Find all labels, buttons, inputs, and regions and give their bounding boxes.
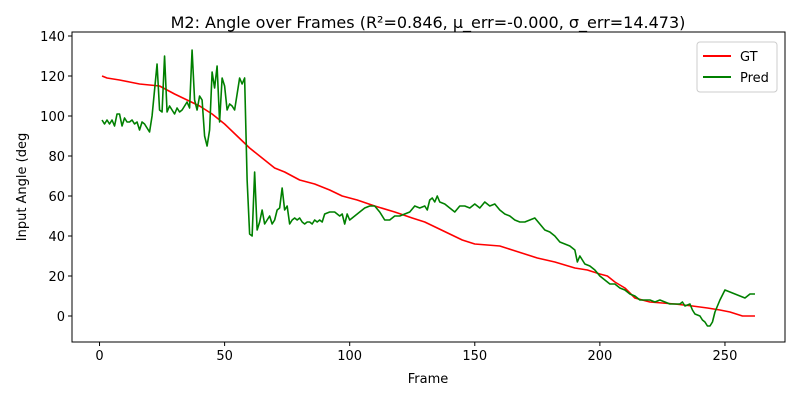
- legend: GT Pred: [696, 41, 778, 93]
- x-axis: 0 50 100 150 200 250: [95, 342, 737, 364]
- y-tick-label: 40: [48, 230, 65, 245]
- legend-label-gt: GT: [740, 50, 758, 65]
- y-axis: 0 20 40 60 80 100 120 140: [40, 30, 72, 325]
- x-tick-label: 150: [462, 349, 487, 364]
- y-tick-label: 0: [57, 310, 65, 325]
- axes-frame: [71, 31, 786, 343]
- x-tick-label: 0: [95, 349, 103, 364]
- x-tick-label: 200: [587, 349, 612, 364]
- y-tick-label: 60: [48, 190, 65, 205]
- plot-area: [101, 49, 755, 327]
- y-tick-label: 120: [40, 70, 65, 85]
- y-tick-label: 100: [40, 110, 65, 125]
- x-tick-label: 50: [216, 349, 233, 364]
- y-tick-label: 80: [48, 150, 65, 165]
- legend-label-pred: Pred: [740, 71, 769, 86]
- y-axis-label: Input Angle (deg: [15, 133, 30, 242]
- chart-title: M2: Angle over Frames (R²=0.846, μ_err=-…: [171, 13, 686, 33]
- x-axis-label: Frame: [408, 372, 449, 387]
- y-tick-label: 20: [48, 270, 65, 285]
- series-line-pred: [101, 49, 755, 327]
- x-tick-label: 100: [337, 349, 362, 364]
- y-tick-label: 140: [40, 30, 65, 45]
- legend-box: [696, 41, 778, 93]
- x-tick-label: 250: [713, 349, 738, 364]
